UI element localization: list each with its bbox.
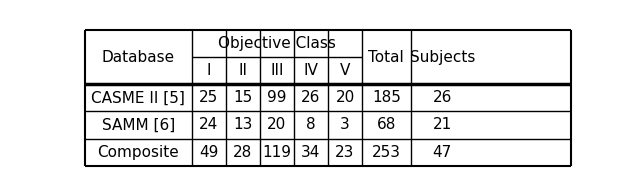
Text: 28: 28 [234, 145, 253, 159]
Text: Total: Total [369, 50, 404, 65]
Text: Subjects: Subjects [410, 50, 475, 65]
Text: 3: 3 [340, 117, 350, 133]
Text: 47: 47 [433, 145, 452, 159]
Text: Objective Class: Objective Class [218, 36, 336, 51]
Text: 26: 26 [433, 90, 452, 105]
Text: 8: 8 [306, 117, 316, 133]
Text: CASME II [5]: CASME II [5] [92, 90, 186, 105]
Text: SAMM [6]: SAMM [6] [102, 117, 175, 133]
Text: 99: 99 [268, 90, 287, 105]
Text: I: I [207, 63, 211, 78]
Text: V: V [340, 63, 350, 78]
Text: 25: 25 [199, 90, 218, 105]
Text: II: II [239, 63, 248, 78]
Text: 185: 185 [372, 90, 401, 105]
Text: 15: 15 [234, 90, 253, 105]
Text: 20: 20 [335, 90, 355, 105]
Text: 49: 49 [199, 145, 219, 159]
Text: Composite: Composite [97, 145, 179, 159]
Text: 119: 119 [262, 145, 291, 159]
Text: 68: 68 [377, 117, 396, 133]
Text: Database: Database [102, 50, 175, 65]
Text: 34: 34 [301, 145, 321, 159]
Text: 20: 20 [268, 117, 287, 133]
Text: 26: 26 [301, 90, 321, 105]
Text: IV: IV [303, 63, 319, 78]
Text: 24: 24 [199, 117, 218, 133]
Text: 23: 23 [335, 145, 355, 159]
Text: 21: 21 [433, 117, 452, 133]
Text: 13: 13 [233, 117, 253, 133]
Text: III: III [270, 63, 284, 78]
Text: 253: 253 [372, 145, 401, 159]
